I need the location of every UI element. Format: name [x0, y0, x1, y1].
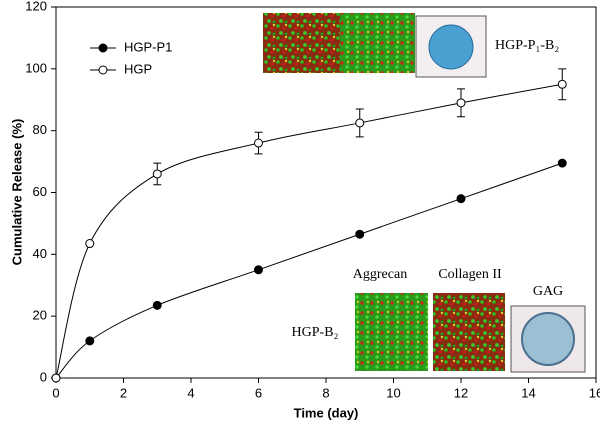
annotation: HGP-B₂	[292, 325, 339, 340]
x-tick-label: 10	[386, 385, 400, 400]
y-tick-label: 100	[25, 60, 47, 75]
x-tick-label: 14	[521, 385, 535, 400]
x-tick-label: 12	[454, 385, 468, 400]
y-tick-label: 40	[33, 246, 47, 261]
data-point	[152, 300, 162, 310]
data-point	[557, 158, 567, 168]
legend-label: HGP-P1	[124, 39, 172, 54]
data-point	[355, 118, 365, 128]
inset-images	[263, 13, 586, 373]
x-tick-label: 2	[120, 385, 127, 400]
y-tick-label: 20	[33, 308, 47, 323]
legend-marker	[98, 65, 108, 75]
data-point	[254, 138, 263, 148]
annotation: HGP-P₁-B₂	[495, 38, 559, 53]
y-tick-label: 120	[25, 0, 47, 13]
x-tick-label: 8	[322, 385, 329, 400]
y-tick-label: 60	[33, 184, 47, 199]
y-axis-label: Cumulative Release (%)	[9, 119, 24, 266]
y-tick-label: 0	[40, 369, 47, 384]
data-point	[254, 265, 263, 275]
data-point	[557, 79, 567, 89]
x-tick-label: 0	[52, 385, 59, 400]
annotation: GAG	[533, 284, 563, 299]
x-tick-label: 16	[589, 385, 600, 400]
data-point	[152, 169, 162, 179]
annotation: Aggrecan	[353, 267, 407, 282]
data-point	[85, 336, 95, 346]
data-point	[456, 98, 466, 108]
x-axis-label: Time (day)	[294, 405, 359, 420]
legend-marker	[98, 43, 108, 53]
x-tick-label: 4	[187, 385, 194, 400]
data-point	[355, 229, 365, 239]
data-point	[456, 194, 466, 204]
data-point	[51, 373, 61, 383]
data-point	[85, 239, 95, 249]
x-tick-label: 6	[255, 385, 262, 400]
y-tick-label: 80	[33, 122, 47, 137]
annotation: Collagen II	[438, 267, 502, 282]
legend-label: HGP	[124, 61, 152, 76]
